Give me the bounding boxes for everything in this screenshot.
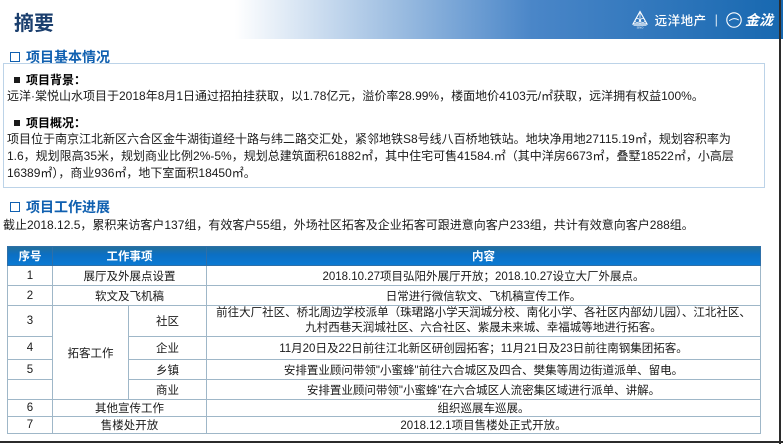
svg-text:SINO: SINO <box>636 25 643 29</box>
